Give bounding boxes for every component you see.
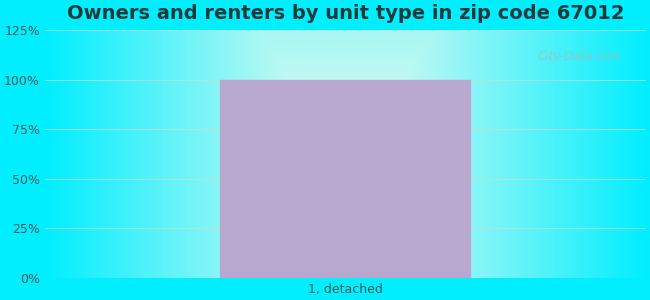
Text: City-Data.com: City-Data.com — [538, 50, 622, 63]
Bar — [220, 80, 471, 278]
Title: Owners and renters by unit type in zip code 67012: Owners and renters by unit type in zip c… — [66, 4, 624, 23]
